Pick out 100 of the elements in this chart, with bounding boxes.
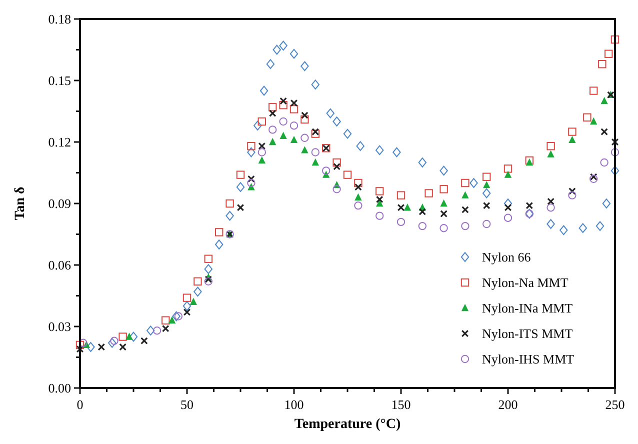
point [290, 122, 298, 130]
point [483, 180, 490, 188]
legend-label: Nylon-ITS MMT [482, 326, 573, 341]
point [440, 199, 448, 207]
point [354, 201, 362, 210]
point [118, 332, 127, 341]
point [311, 130, 320, 138]
x-tick-label: 150 [391, 397, 411, 412]
point [568, 128, 576, 136]
point [254, 120, 262, 130]
point [600, 158, 608, 167]
point [290, 99, 298, 107]
point [590, 117, 598, 125]
point [194, 286, 202, 297]
point [333, 162, 340, 170]
point [470, 178, 478, 188]
point [280, 132, 287, 139]
point [247, 142, 256, 150]
point [86, 342, 95, 352]
point [300, 134, 309, 142]
point [311, 148, 320, 156]
point [248, 175, 255, 183]
x-tick-label: 50 [180, 397, 194, 412]
point [272, 44, 281, 55]
point [236, 182, 245, 192]
point [560, 225, 568, 236]
point [600, 128, 608, 136]
point [596, 221, 604, 231]
point [129, 332, 138, 342]
point [268, 110, 276, 117]
point [162, 316, 170, 324]
point [482, 202, 490, 210]
point [110, 336, 118, 345]
point [546, 142, 555, 150]
point [182, 294, 192, 302]
y-tick-label: 0.00 [48, 380, 71, 396]
point [397, 204, 405, 212]
point [290, 105, 298, 114]
point [504, 204, 512, 212]
point [258, 148, 266, 156]
point [461, 222, 470, 230]
point [376, 212, 384, 220]
point [376, 145, 384, 156]
point [152, 326, 162, 335]
point [279, 101, 288, 110]
point [301, 112, 308, 120]
point [610, 148, 620, 156]
x-axis-title: Temperature (°C) [294, 417, 401, 432]
point [332, 158, 341, 167]
y-tick-label: 0.18 [48, 12, 71, 26]
point [440, 185, 448, 194]
point [204, 254, 212, 263]
point [266, 59, 275, 69]
point [215, 228, 224, 236]
point [440, 210, 448, 218]
point [568, 191, 576, 200]
point [300, 61, 309, 72]
x-tick-label: 100 [284, 397, 304, 412]
x-tick-label: 200 [498, 397, 518, 412]
y-tick-label: 0.03 [48, 319, 71, 334]
point [182, 301, 192, 311]
point [269, 138, 276, 146]
point [215, 240, 224, 250]
point [461, 178, 470, 188]
point [482, 188, 491, 198]
point [280, 97, 287, 105]
legend-label: Nylon-IHS MMT [482, 352, 574, 366]
y-tick-label: 0.06 [48, 258, 72, 272]
point [236, 170, 245, 179]
point [418, 208, 426, 216]
point [600, 96, 608, 104]
point [98, 343, 106, 351]
point [590, 86, 598, 95]
point [162, 324, 170, 332]
point [204, 264, 212, 274]
point [279, 117, 288, 126]
point [301, 146, 308, 154]
point [226, 199, 234, 208]
point [568, 188, 576, 195]
point [396, 218, 406, 226]
y-tick-label: 0.12 [48, 134, 71, 150]
point [376, 196, 384, 204]
point [396, 191, 406, 200]
point [258, 117, 266, 126]
point [418, 158, 426, 168]
legend-label: Nylon-INa MMT [482, 300, 573, 316]
point [602, 198, 611, 208]
point [610, 166, 620, 176]
point [290, 48, 298, 59]
y-tick-label: 0.15 [48, 73, 71, 88]
point [300, 115, 309, 124]
point [343, 170, 352, 179]
point [598, 60, 606, 68]
point [290, 136, 298, 144]
point [312, 128, 320, 136]
point [376, 187, 384, 196]
y-axis-title: Tan δ [13, 186, 28, 220]
point [332, 116, 341, 126]
point [404, 204, 412, 211]
point [546, 219, 555, 229]
